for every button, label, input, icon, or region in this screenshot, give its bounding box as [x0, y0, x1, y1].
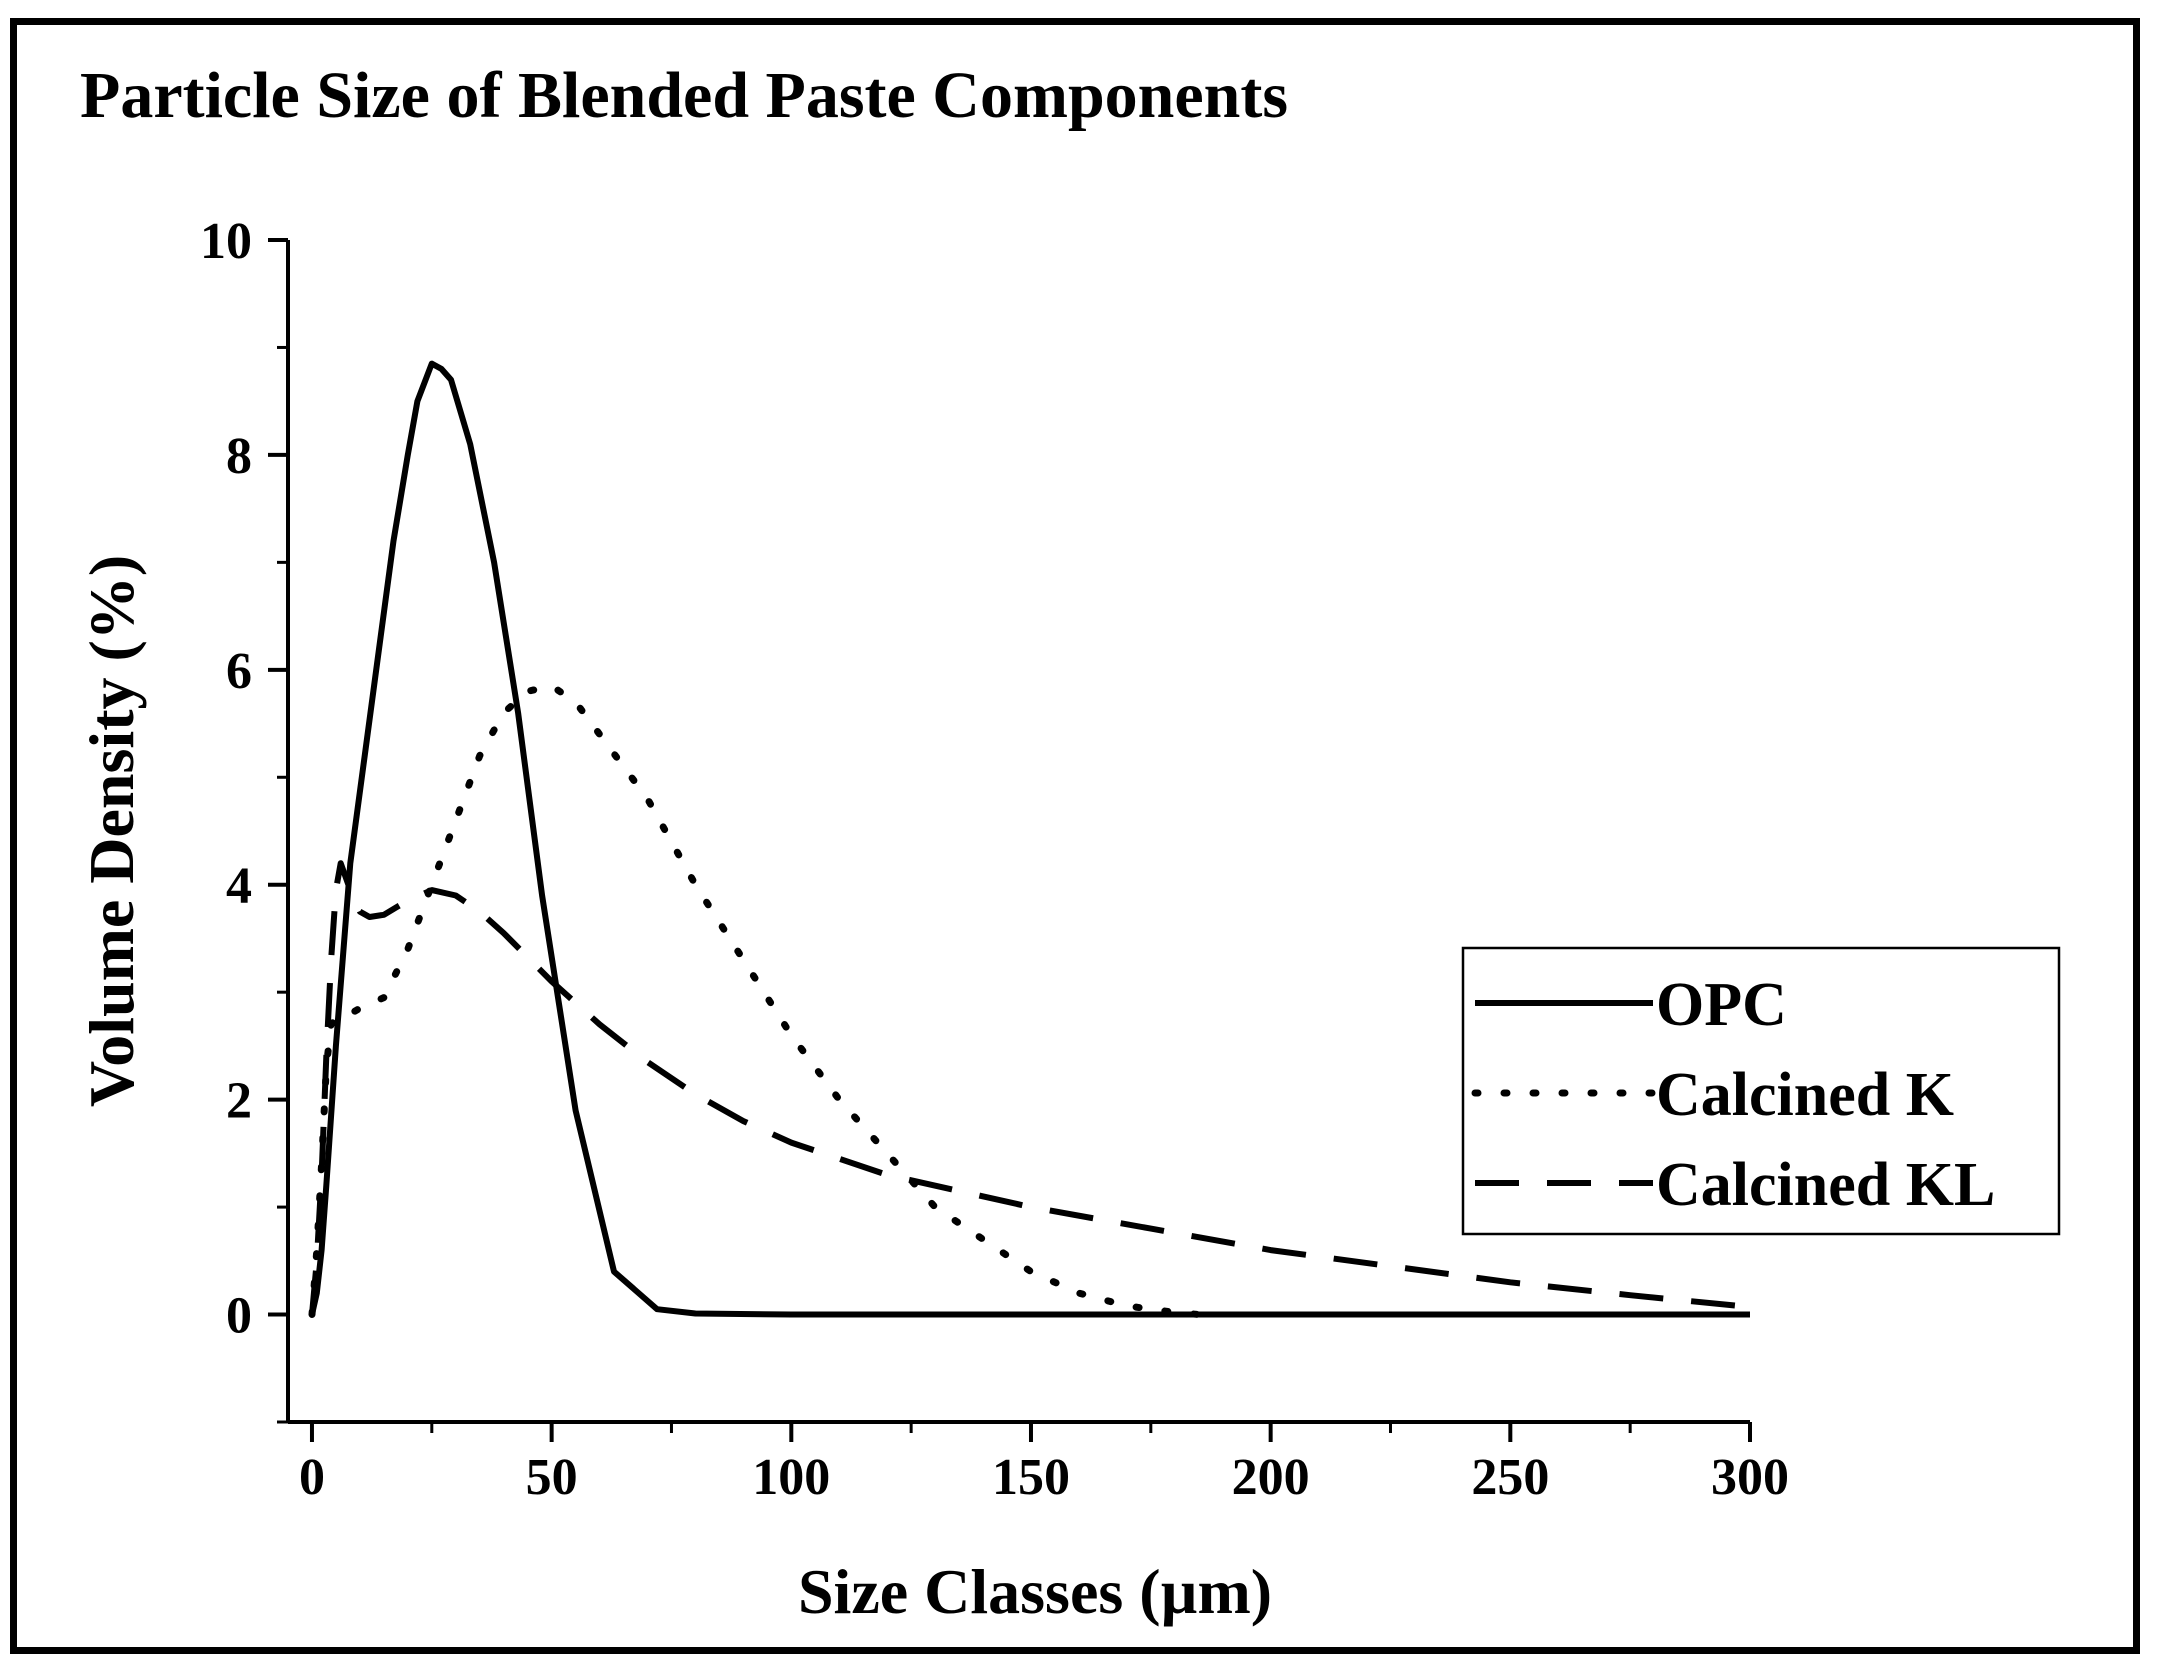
x-tick-label: 0 [299, 1449, 325, 1506]
series-layer [308, 360, 1751, 1318]
x-axis-label: Size Classes (µm) [798, 1556, 1272, 1627]
series-line-2 [308, 682, 1203, 1318]
y-tick-label: 0 [226, 1288, 252, 1345]
axes: 0 50 100 150 200 250 300 0 2 4 6 8 10 [200, 213, 1789, 1506]
x-tick-label: 250 [1471, 1449, 1549, 1506]
legend-label-1: OPC [1656, 971, 1787, 1039]
x-tick-label: 300 [1711, 1449, 1789, 1506]
series-line-3 [309, 860, 1751, 1315]
x-tick-label: 200 [1232, 1449, 1310, 1506]
y-axis-label: Volume Density (%) [76, 555, 147, 1107]
y-tick-label: 6 [226, 643, 252, 700]
figure-frame [10, 18, 2140, 1654]
y-tick-label: 8 [226, 428, 252, 485]
y-tick-label: 10 [200, 213, 252, 270]
x-tick-label: 100 [752, 1449, 830, 1506]
chart-title: Particle Size of Blended Paste Component… [80, 59, 1289, 132]
x-tick-label: 150 [992, 1449, 1070, 1506]
y-tick-label: 2 [226, 1073, 252, 1130]
y-tick-label: 4 [226, 858, 252, 915]
x-tick-label: 50 [526, 1449, 578, 1506]
legend-label-2: Calcined K [1656, 1061, 1954, 1129]
legend: OPC Calcined K Calcined KL [1461, 946, 2061, 1236]
legend-label-3: Calcined KL [1656, 1151, 1995, 1219]
series-line-1 [309, 360, 1750, 1318]
